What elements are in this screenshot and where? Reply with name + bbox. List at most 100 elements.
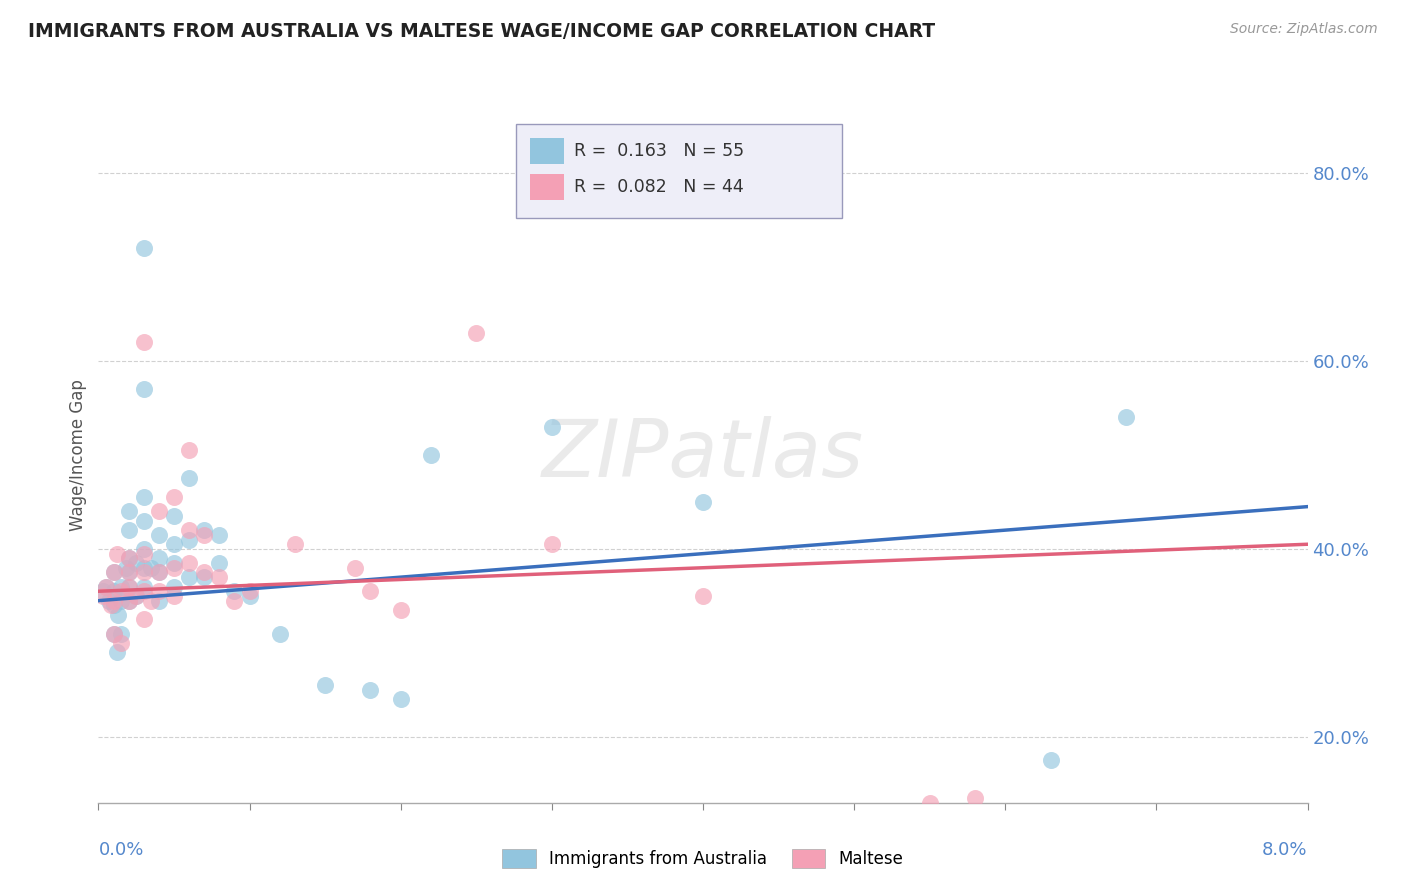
Point xyxy=(105,645,128,659)
Point xyxy=(193,570,215,584)
Point xyxy=(132,335,155,350)
Point xyxy=(107,607,129,622)
Point xyxy=(389,603,412,617)
Point xyxy=(132,541,155,556)
Point xyxy=(239,589,262,603)
Point xyxy=(118,566,141,580)
Point xyxy=(965,791,987,805)
Point xyxy=(132,547,155,561)
Point xyxy=(132,584,155,599)
Point xyxy=(692,589,714,603)
Bar xyxy=(530,137,564,164)
Point xyxy=(103,626,125,640)
Point xyxy=(91,589,114,603)
Text: ZIPatlas: ZIPatlas xyxy=(541,416,865,494)
Point xyxy=(163,509,186,524)
Point xyxy=(148,593,170,607)
Point xyxy=(110,636,132,650)
Point xyxy=(148,551,170,566)
Point xyxy=(105,547,128,561)
Point xyxy=(100,599,122,613)
Point xyxy=(132,382,155,396)
Point xyxy=(163,556,186,570)
Text: Source: ZipAtlas.com: Source: ZipAtlas.com xyxy=(1230,22,1378,37)
Point xyxy=(94,580,117,594)
Point xyxy=(125,589,148,603)
Text: R =  0.163   N = 55: R = 0.163 N = 55 xyxy=(574,142,744,160)
Point xyxy=(141,593,163,607)
Point xyxy=(91,584,114,599)
Point xyxy=(179,556,201,570)
Point xyxy=(163,560,186,574)
Point xyxy=(110,593,132,607)
Point xyxy=(132,490,155,504)
Point xyxy=(359,584,381,599)
Point xyxy=(132,241,155,255)
Point xyxy=(148,566,170,580)
Text: 0.0%: 0.0% xyxy=(98,841,143,859)
Point xyxy=(208,528,231,542)
Point xyxy=(118,593,141,607)
Point xyxy=(118,523,141,537)
Point xyxy=(141,560,163,574)
Point xyxy=(103,584,125,599)
Point xyxy=(163,589,186,603)
Point xyxy=(359,683,381,698)
Point xyxy=(132,566,155,580)
Point xyxy=(1039,754,1062,768)
Point xyxy=(118,566,141,580)
Point xyxy=(110,626,132,640)
Point xyxy=(389,692,412,706)
Point xyxy=(193,528,215,542)
Point xyxy=(163,537,186,551)
Point xyxy=(94,580,117,594)
Point xyxy=(118,551,141,566)
Point xyxy=(239,584,262,599)
Point xyxy=(284,537,307,551)
Point xyxy=(114,560,136,574)
Point xyxy=(314,678,336,692)
Point xyxy=(540,537,562,551)
Point xyxy=(1024,805,1046,820)
Point xyxy=(118,580,141,594)
Point xyxy=(110,580,132,594)
Point xyxy=(118,593,141,607)
Point xyxy=(163,490,186,504)
Text: R =  0.082   N = 44: R = 0.082 N = 44 xyxy=(574,178,744,196)
Point xyxy=(344,560,367,574)
Point xyxy=(208,570,231,584)
Bar xyxy=(530,174,564,201)
Point xyxy=(269,626,291,640)
Point xyxy=(179,523,201,537)
Point xyxy=(193,566,215,580)
Point xyxy=(110,584,132,599)
Point xyxy=(132,560,155,574)
Point xyxy=(163,580,186,594)
Point xyxy=(132,514,155,528)
Point xyxy=(224,593,246,607)
Point xyxy=(465,326,488,340)
Point xyxy=(148,528,170,542)
Point xyxy=(148,504,170,518)
Y-axis label: Wage/Income Gap: Wage/Income Gap xyxy=(69,379,87,531)
Point xyxy=(148,584,170,599)
Point xyxy=(98,593,121,607)
Point xyxy=(692,495,714,509)
Point xyxy=(132,612,155,626)
Point xyxy=(125,589,148,603)
Point xyxy=(125,556,148,570)
Point xyxy=(419,448,441,462)
Point xyxy=(918,796,941,810)
Point xyxy=(540,419,562,434)
Point xyxy=(1115,410,1137,425)
Point xyxy=(132,580,155,594)
Point xyxy=(103,593,125,607)
Point xyxy=(103,566,125,580)
Point xyxy=(193,523,215,537)
Point xyxy=(179,533,201,547)
FancyBboxPatch shape xyxy=(516,124,842,219)
Text: IMMIGRANTS FROM AUSTRALIA VS MALTESE WAGE/INCOME GAP CORRELATION CHART: IMMIGRANTS FROM AUSTRALIA VS MALTESE WAG… xyxy=(28,22,935,41)
Point xyxy=(179,443,201,458)
Point xyxy=(103,599,125,613)
Point xyxy=(103,626,125,640)
